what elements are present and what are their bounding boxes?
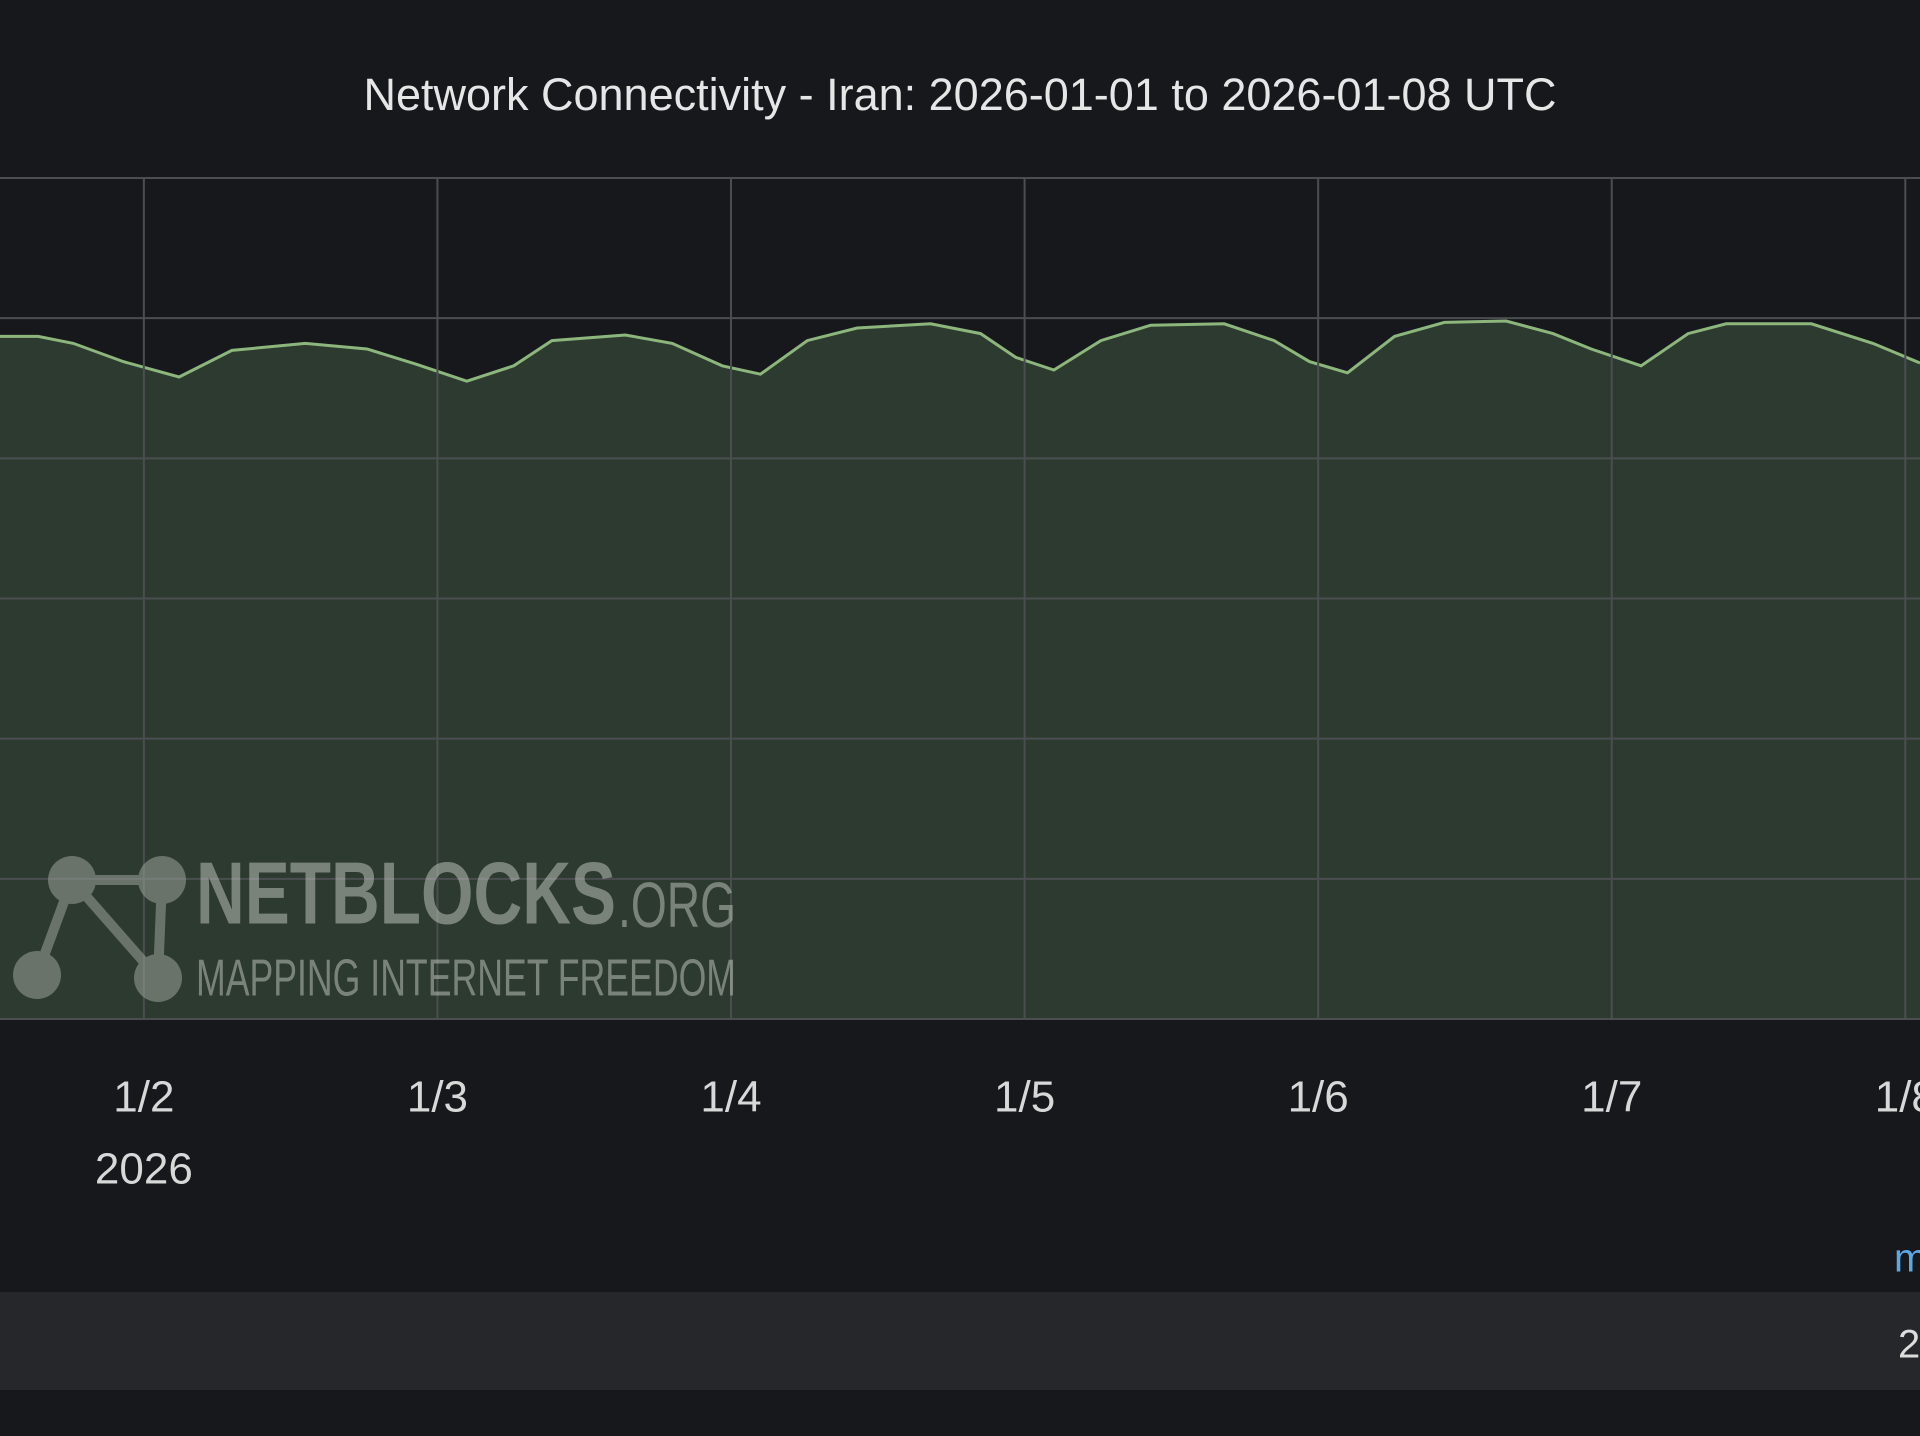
x-tick-label: 1/7 <box>1581 1073 1642 1122</box>
area-fill <box>0 321 1920 1019</box>
table-header: m <box>1894 1237 1920 1281</box>
x-tick-label: 1/8 <box>1875 1073 1920 1122</box>
plot <box>0 319 1920 1019</box>
watermark-name: NETBLOCKS <box>196 843 616 942</box>
watermark-node <box>48 856 96 904</box>
x-tick-sublabel: 2026 <box>95 1145 193 1194</box>
watermark-node <box>138 856 186 904</box>
watermark-node <box>134 954 182 1002</box>
x-tick-label: 1/2 <box>113 1073 174 1122</box>
table-cell: 2 <box>1898 1323 1920 1367</box>
x-tick-label: 1/6 <box>1288 1073 1349 1122</box>
watermark-tagline: MAPPING INTERNET FREEDOM <box>196 950 736 1008</box>
line <box>0 319 1920 383</box>
watermark-suffix: .ORG <box>618 869 736 941</box>
watermark-node <box>13 951 61 999</box>
axis-labels: 1/2 2026 1/3 1/4 1/5 1/6 1/7 1/8 <box>95 1073 1920 1194</box>
x-tick-label: 1/5 <box>994 1073 1055 1122</box>
table-row <box>0 1292 1920 1390</box>
x-tick-label: 1/3 <box>407 1073 468 1122</box>
watermark: NETBLOCKS .ORG MAPPING INTERNET FREEDOM <box>13 843 736 1008</box>
chart-title: Network Connectivity - Iran: 2026-01-01 … <box>363 69 1556 120</box>
x-tick-label: 1/4 <box>700 1073 761 1122</box>
